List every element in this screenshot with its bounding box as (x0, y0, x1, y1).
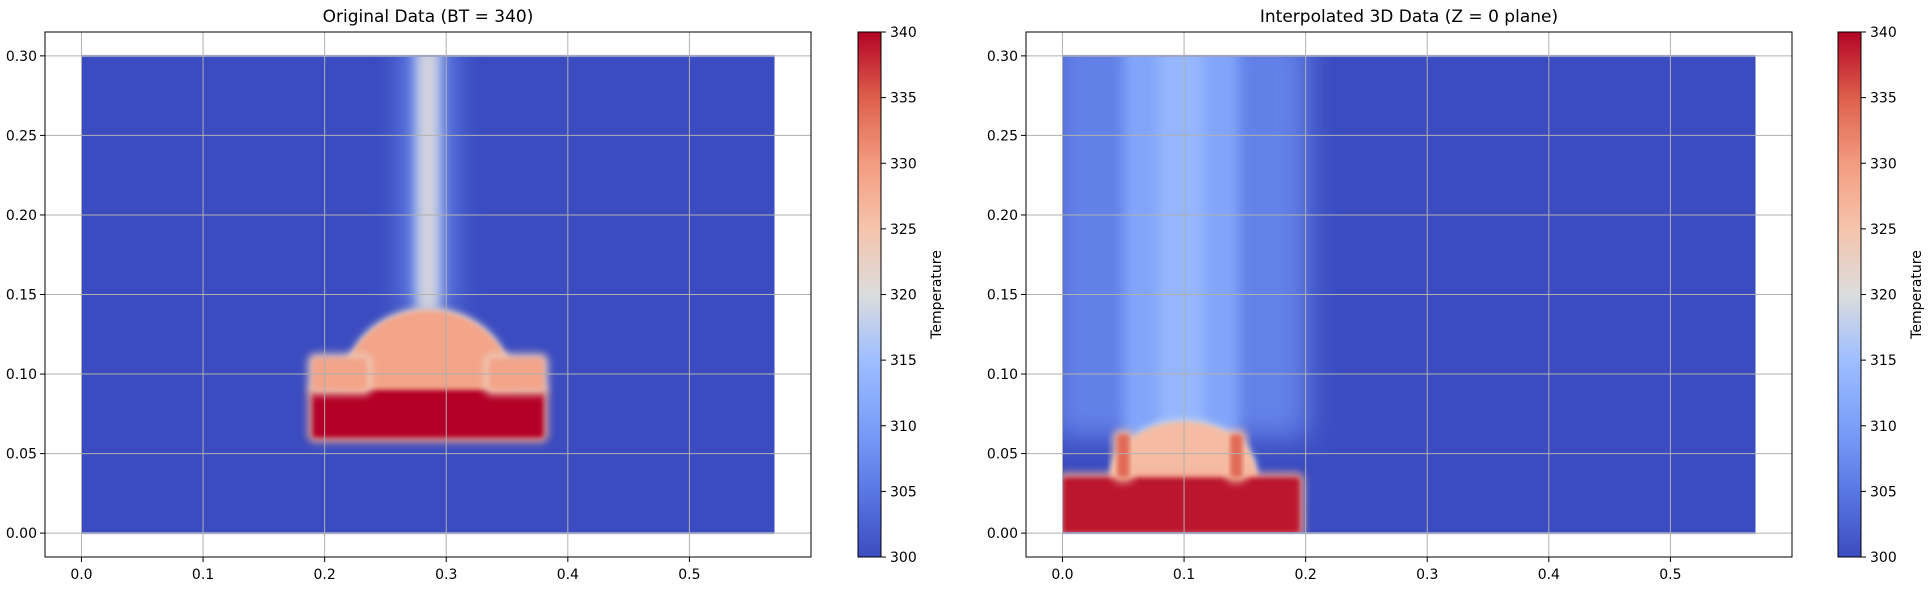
colorbar-tick-label: 335 (890, 91, 917, 107)
x-tick-label: 0.3 (1416, 567, 1438, 583)
x-tick-label: 0.1 (192, 567, 214, 583)
colorbar-label: Temperature (1909, 250, 1925, 340)
colorbar-tick-label: 310 (1870, 419, 1897, 435)
y-tick-label: 0.20 (6, 208, 37, 224)
axes-frame (1025, 31, 1793, 558)
colorbar-tick-label: 340 (1870, 25, 1897, 41)
heatmap-field (1062, 55, 1756, 534)
chart-title: Interpolated 3D Data (Z = 0 plane) (1260, 7, 1558, 27)
chart-panel-original: 0.0 0.1 0.2 0.3 0.4 0.5 0.00 0.05 0.10 0.15 0.20 0.… (6, 7, 945, 583)
y-tick-label: 0.15 (6, 288, 37, 304)
x-tick-label: 0.1 (1173, 567, 1195, 583)
heatmap-field (81, 55, 775, 534)
x-tick-label: 0.5 (678, 567, 700, 583)
colorbar-tick-label: 325 (890, 222, 917, 238)
colorbar-tick-label: 325 (1870, 222, 1897, 238)
colorbar-tick-label: 300 (1870, 550, 1897, 566)
heatmap-plume-core (1157, 55, 1205, 438)
colorbar-tick-label: 315 (890, 353, 917, 369)
y-tick-label: 0.05 (6, 447, 37, 463)
colorbar-tick-label: 315 (1870, 353, 1897, 369)
x-tick-label: 0.2 (314, 567, 336, 583)
chart-title: Original Data (BT = 340) (323, 7, 534, 27)
colorbar-tick-label: 335 (1870, 91, 1897, 107)
heatmap-dome (342, 310, 514, 394)
heatmap-region (1062, 477, 1300, 534)
x-tick-label: 0.5 (1659, 567, 1681, 583)
chart-panel-interpolated: 0.0 0.1 0.2 0.3 0.4 0.5 0.00 0.05 0.10 0.15 0.20 0.… (987, 7, 1925, 583)
y-tick-label: 0.30 (987, 49, 1018, 65)
heatmap-region (312, 389, 544, 438)
x-tick-label: 0.3 (435, 567, 457, 583)
colorbar-tick-label: 305 (890, 484, 917, 500)
colorbar-tick-label: 340 (890, 25, 917, 41)
heatmap-plume-core (423, 55, 433, 311)
x-tick-label: 0.0 (70, 567, 92, 583)
axes-frame (44, 31, 812, 558)
colorbar-tick-label: 310 (890, 419, 917, 435)
heatmap-region (1117, 434, 1130, 478)
colorbar-tick-label: 320 (1870, 288, 1897, 304)
y-tick-label: 0.15 (987, 288, 1018, 304)
y-tick-label: 0.25 (6, 128, 37, 144)
y-tick-label: 0.25 (987, 128, 1018, 144)
colorbar (1838, 32, 1861, 557)
y-tick-label: 0.10 (6, 367, 37, 383)
colorbar (858, 32, 881, 557)
colorbar-tick-label: 305 (1870, 484, 1897, 500)
x-tick-label: 0.0 (1051, 567, 1073, 583)
x-tick-label: 0.4 (1538, 567, 1560, 583)
y-tick-label: 0.00 (987, 526, 1018, 542)
y-tick-label: 0.20 (987, 208, 1018, 224)
colorbar-tick-label: 300 (890, 550, 917, 566)
colorbar-tick-label: 330 (890, 156, 917, 172)
heatmap-region (1230, 434, 1243, 478)
y-tick-label: 0.30 (6, 49, 37, 65)
y-tick-label: 0.10 (987, 367, 1018, 383)
y-tick-label: 0.00 (6, 526, 37, 542)
colorbar-tick-label: 330 (1870, 156, 1897, 172)
y-tick-label: 0.05 (987, 447, 1018, 463)
x-tick-label: 0.2 (1295, 567, 1317, 583)
x-tick-label: 0.4 (557, 567, 579, 583)
colorbar-tick-label: 320 (890, 288, 917, 304)
colorbar-label: Temperature (929, 250, 945, 340)
